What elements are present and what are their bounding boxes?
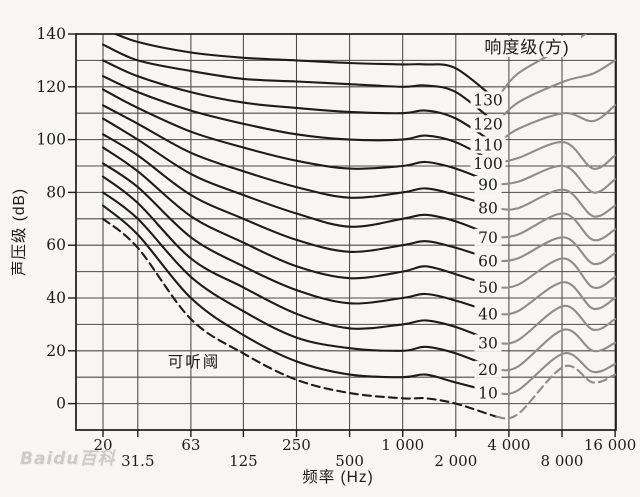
x-tick-label-500: 500 — [335, 452, 364, 470]
contour-100-curve-left — [101, 75, 498, 165]
contour-70-curve-right — [495, 212, 616, 242]
contour-label-130: 130 — [473, 92, 503, 110]
contour-80-curve-left — [101, 104, 498, 210]
contour-120-curve-right — [495, 59, 616, 125]
contour-60-curve-right — [495, 236, 616, 266]
contour-label-30: 30 — [478, 334, 498, 352]
threshold-label: 可听阈 — [168, 353, 221, 371]
contour-label-20: 20 — [478, 361, 498, 379]
contour-label-bg-110 — [470, 136, 506, 154]
contour-130-curve-left — [112, 34, 498, 102]
y-tick-label-20: 20 — [46, 342, 66, 360]
y-tick-label-40: 40 — [46, 289, 66, 307]
contour-label-60: 60 — [478, 253, 498, 271]
contour-label-70: 70 — [478, 229, 498, 247]
contour-30-curve-right — [495, 304, 616, 345]
y-tick-label-120: 120 — [36, 78, 66, 96]
contour-60-curve-left — [101, 133, 498, 263]
contour-label-bg-50 — [474, 278, 502, 296]
contour-40-curve-left — [101, 162, 498, 315]
contour-50-curve-right — [495, 257, 616, 289]
legend-bg — [473, 36, 581, 57]
x-axis-title: 频率 (Hz) — [302, 468, 374, 486]
contour-label-bg-40 — [474, 305, 502, 323]
contour-label-bg-100 — [470, 154, 506, 172]
contour-110-curve-right — [495, 104, 616, 146]
contour-label-bg-70 — [474, 228, 502, 246]
contour-110-curve-left — [101, 59, 498, 146]
contour-label-bg-10 — [474, 384, 502, 402]
baidu-watermark: Baidu百科 — [20, 449, 116, 469]
contour-label-bg-90 — [474, 175, 502, 193]
contour-10-curve-left — [101, 204, 498, 395]
legend-title: 响度级(方) — [484, 38, 569, 57]
y-tick-label-100: 100 — [36, 131, 66, 149]
contour-label-80: 80 — [478, 200, 498, 218]
x-tick-labels: 20 31.5 63 125 250 500 1 000 2 000 4 000 8 00016 … — [93, 436, 636, 470]
contour-90-curve-right — [495, 164, 616, 194]
contour-label-bg-130 — [470, 91, 506, 109]
x-tick-label-2000: 2 000 — [434, 452, 477, 470]
contour-20-curve-right — [495, 328, 616, 372]
y-tick-label-60: 60 — [46, 236, 66, 254]
contour-label-bg-20 — [474, 360, 502, 378]
contour-label-40: 40 — [478, 305, 498, 323]
contour-label-bg-60 — [474, 252, 502, 270]
y-axis-title: 声压级 (dB) — [10, 188, 28, 276]
y-tick-label-140: 140 — [36, 25, 66, 43]
contour-50-curve-left — [101, 146, 498, 289]
contour-100-curve-right — [495, 141, 616, 170]
x-tick-label-1000: 1 000 — [381, 436, 424, 454]
contour-70-curve-left — [101, 117, 498, 239]
x-tick-label-4000: 4 000 — [487, 436, 530, 454]
contour-label-10: 10 — [478, 385, 498, 403]
contour-label-bg-120 — [470, 115, 506, 133]
contour-label-50: 50 — [478, 279, 498, 297]
contour-label-bg-30 — [474, 334, 502, 352]
x-tick-label-8000: 8 000 — [541, 452, 584, 470]
contour-120-curve-left — [101, 43, 498, 125]
plot-frame — [75, 33, 617, 431]
contour-label-110: 110 — [473, 136, 503, 154]
contour-90-curve-left — [101, 88, 498, 186]
contour-30-curve-left — [101, 175, 498, 344]
hearing-threshold-curve-left — [101, 217, 498, 418]
x-tick-label-20: 20 — [93, 436, 112, 454]
x-tick-label-16000: 16 000 — [584, 436, 637, 454]
contour-40-curve-right — [495, 281, 616, 316]
contour-label-90: 90 — [478, 176, 498, 194]
y-tick-label-0: 0 — [56, 395, 66, 413]
contour-20-curve-left — [101, 191, 498, 371]
contour-80-curve-right — [495, 188, 616, 218]
x-tick-label-31.5: 31.5 — [121, 452, 154, 470]
contour-label-100: 100 — [473, 155, 503, 173]
contour-curves — [101, 34, 616, 420]
hearing-threshold-curve-right — [495, 364, 616, 420]
contour-label-bg-80 — [474, 199, 502, 217]
x-tick-label-125: 125 — [229, 452, 258, 470]
axis-ticks — [68, 33, 616, 437]
x-tick-label-250: 250 — [282, 436, 311, 454]
contour-10-curve-right — [495, 352, 616, 396]
contour-label-120: 120 — [473, 115, 503, 133]
y-tick-label-80: 80 — [46, 183, 66, 201]
y-tick-labels: 140 120 100 80 60 40 20 0 — [36, 25, 66, 413]
x-tick-label-63: 63 — [181, 436, 200, 454]
